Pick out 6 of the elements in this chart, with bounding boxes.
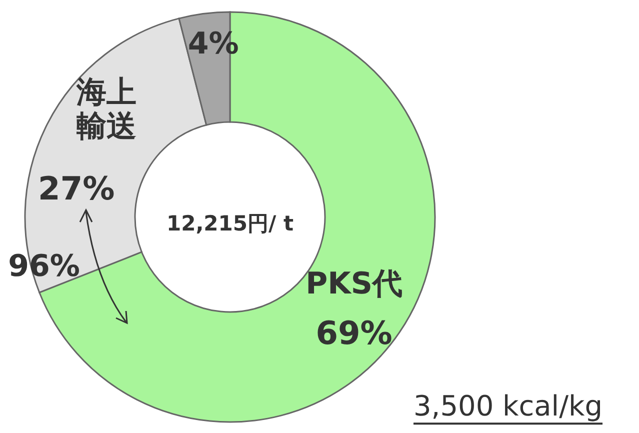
text: 3,500 kcal/kg — [413, 390, 603, 423]
data-label: 27% — [38, 170, 115, 208]
slice-label: PKS代 — [306, 266, 402, 302]
slice-label: 海上輸送 — [75, 75, 136, 144]
data-label: 69% — [316, 314, 392, 352]
text: 12,215円/ t — [166, 212, 294, 236]
